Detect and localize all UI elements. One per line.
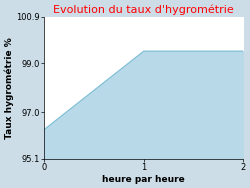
Title: Evolution du taux d'hygrométrie: Evolution du taux d'hygrométrie xyxy=(53,4,234,15)
Y-axis label: Taux hygrométrie %: Taux hygrométrie % xyxy=(4,37,14,139)
X-axis label: heure par heure: heure par heure xyxy=(102,175,185,184)
